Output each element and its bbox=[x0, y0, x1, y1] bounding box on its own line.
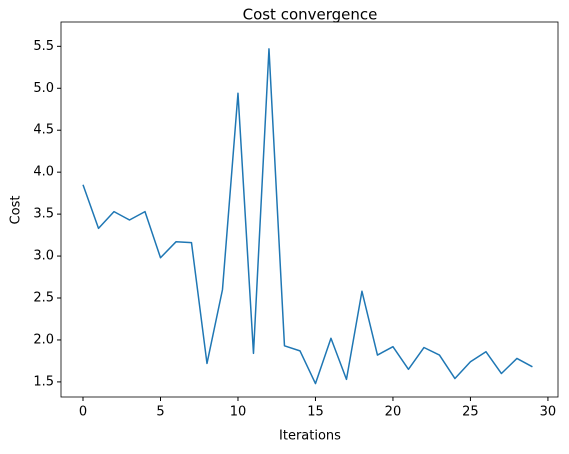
x-tick-label: 10 bbox=[230, 405, 247, 420]
plot-frame bbox=[60, 21, 559, 398]
y-tick-label: 5.5 bbox=[33, 39, 54, 54]
y-tick-label: 2.0 bbox=[33, 332, 54, 347]
x-tick-label: 5 bbox=[156, 405, 164, 420]
y-axis-label: Cost bbox=[9, 196, 24, 225]
chart-title: Cost convergence bbox=[243, 6, 378, 24]
x-tick-label: 20 bbox=[385, 405, 402, 420]
y-tick-label: 2.5 bbox=[33, 291, 54, 306]
y-tick-label: 4.0 bbox=[33, 165, 54, 180]
y-tick-label: 3.5 bbox=[33, 207, 54, 222]
x-tick-label: 15 bbox=[307, 405, 324, 420]
y-tick-label: 4.5 bbox=[33, 123, 54, 138]
y-tick-label: 5.0 bbox=[33, 81, 54, 96]
x-tick-label: 0 bbox=[79, 405, 87, 420]
x-tick-label: 25 bbox=[462, 405, 479, 420]
x-tick-label: 30 bbox=[540, 405, 557, 420]
x-axis-label: Iterations bbox=[279, 429, 341, 444]
y-tick-label: 1.5 bbox=[33, 374, 54, 389]
y-tick-label: 3.0 bbox=[33, 249, 54, 264]
line bbox=[82, 48, 533, 385]
